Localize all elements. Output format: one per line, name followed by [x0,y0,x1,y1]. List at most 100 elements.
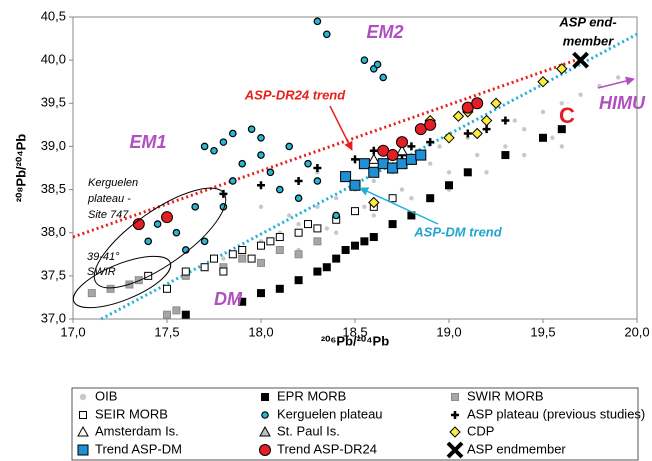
legend-item: Trend ASP-DR24 [259,441,377,456]
x-tick-label: 18,0 [248,324,273,339]
point [275,284,284,293]
legend-item: CDP [449,423,494,438]
point [275,185,284,194]
point [522,126,527,132]
point [219,267,228,276]
point [210,146,218,155]
point [409,196,414,201]
arrow [597,76,635,89]
y-tick-label: 40,0 [41,52,66,67]
point [313,237,322,246]
point [287,213,292,218]
x-tick-label: 20,0 [624,324,649,339]
x-tick-label: 17,5 [154,324,179,339]
point [522,152,527,158]
legend-marker [259,444,271,456]
x-tick-label: 19,5 [530,324,555,339]
point [221,256,226,261]
annotation: ASP-DR24 trend [244,87,346,102]
point [463,129,472,138]
point [247,125,256,133]
point [238,254,247,263]
point [445,181,453,190]
point [322,263,331,272]
point [219,189,228,198]
point [340,171,352,183]
point [452,110,465,122]
point [426,194,435,203]
legend-label: Trend ASP-DM [95,441,182,456]
point [258,204,264,210]
arrow [329,105,353,151]
point [503,144,508,149]
point [294,250,303,259]
point [266,237,275,246]
point [482,125,491,134]
point [537,76,549,88]
point [490,97,502,109]
annotation: plateau - [87,193,131,205]
point [369,233,378,242]
point [257,151,265,159]
point [200,263,209,272]
point [332,254,341,263]
legend-label: St. Paul Is. [277,423,340,438]
point [163,310,171,319]
annotation: EM1 [129,132,166,152]
y-axis-label: ²⁰⁸Pb/²⁰⁴Pb [13,134,28,203]
point [443,132,455,144]
point [387,162,399,174]
legend-marker [449,426,461,438]
legend-label: Amsterdam Is. [95,423,179,438]
legend-label: SEIR MORB [95,406,168,421]
point [351,207,359,216]
point [501,116,510,125]
point [512,118,517,123]
legend-marker [77,444,89,456]
point [471,127,483,140]
point [405,153,417,165]
legend-item: EPR MORB [261,388,346,403]
legend-item: SEIR MORB [79,406,168,421]
legend-marker [446,441,464,459]
point [181,310,190,319]
point [578,92,583,97]
legend-marker [259,425,271,437]
point [388,194,397,203]
point [377,158,389,170]
legend-item: Kerguelen plateau [261,406,383,421]
legend-label: CDP [467,423,494,438]
legend-box [71,387,639,461]
point [379,73,388,82]
legend-marker [79,393,87,401]
point [322,30,331,39]
point [134,276,143,285]
point [446,170,452,175]
plot-frame [72,16,638,320]
point [373,60,382,69]
point [296,221,301,227]
point [238,159,247,168]
point [371,213,376,218]
point [332,211,341,220]
point [415,149,427,161]
point [480,114,493,127]
point [539,133,547,142]
legend-label: OIB [95,388,117,403]
legend-item: St. Paul Is. [259,423,340,438]
point [362,204,367,210]
point [294,276,303,285]
point [266,168,275,177]
point [153,220,162,228]
y-tick-label: 40,5 [41,8,66,23]
annotation: EM2 [366,22,403,42]
y-tick-label: 38,5 [41,181,66,196]
point [501,151,510,160]
point [358,158,370,170]
legend-label: EPR MORB [277,388,346,403]
point [247,254,256,263]
point [106,284,115,293]
point [238,245,247,254]
point [315,204,320,210]
